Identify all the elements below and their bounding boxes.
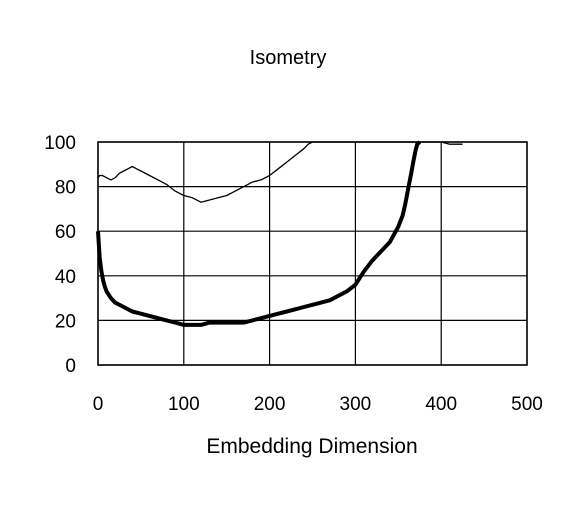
x-axis-label: Embedding Dimension <box>206 435 417 458</box>
y-tick-label: 80 <box>55 178 76 199</box>
x-tick-label: 100 <box>168 394 200 415</box>
x-tick-label: 0 <box>93 394 104 415</box>
y-tick-label: 100 <box>44 133 76 154</box>
x-tick-label: 400 <box>425 394 457 415</box>
y-tick-label: 60 <box>55 222 76 243</box>
x-tick-label: 500 <box>511 394 543 415</box>
chart-title: Isometry <box>250 47 327 69</box>
x-tick-label: 300 <box>340 394 372 415</box>
x-tick-label: 200 <box>254 394 286 415</box>
y-tick-labels: 0 20 40 60 80 100 <box>44 133 76 377</box>
x-tick-labels: 0 100 200 300 400 500 <box>93 394 543 415</box>
plot-frame <box>97 141 528 366</box>
y-tick-label: 40 <box>55 267 76 288</box>
chart-grid <box>97 141 528 366</box>
series-layer <box>96 140 463 327</box>
series-line-thin <box>97 141 463 203</box>
y-tick-label: 20 <box>55 311 76 332</box>
y-tick-label: 0 <box>65 356 76 377</box>
series-line-thick <box>96 140 422 327</box>
